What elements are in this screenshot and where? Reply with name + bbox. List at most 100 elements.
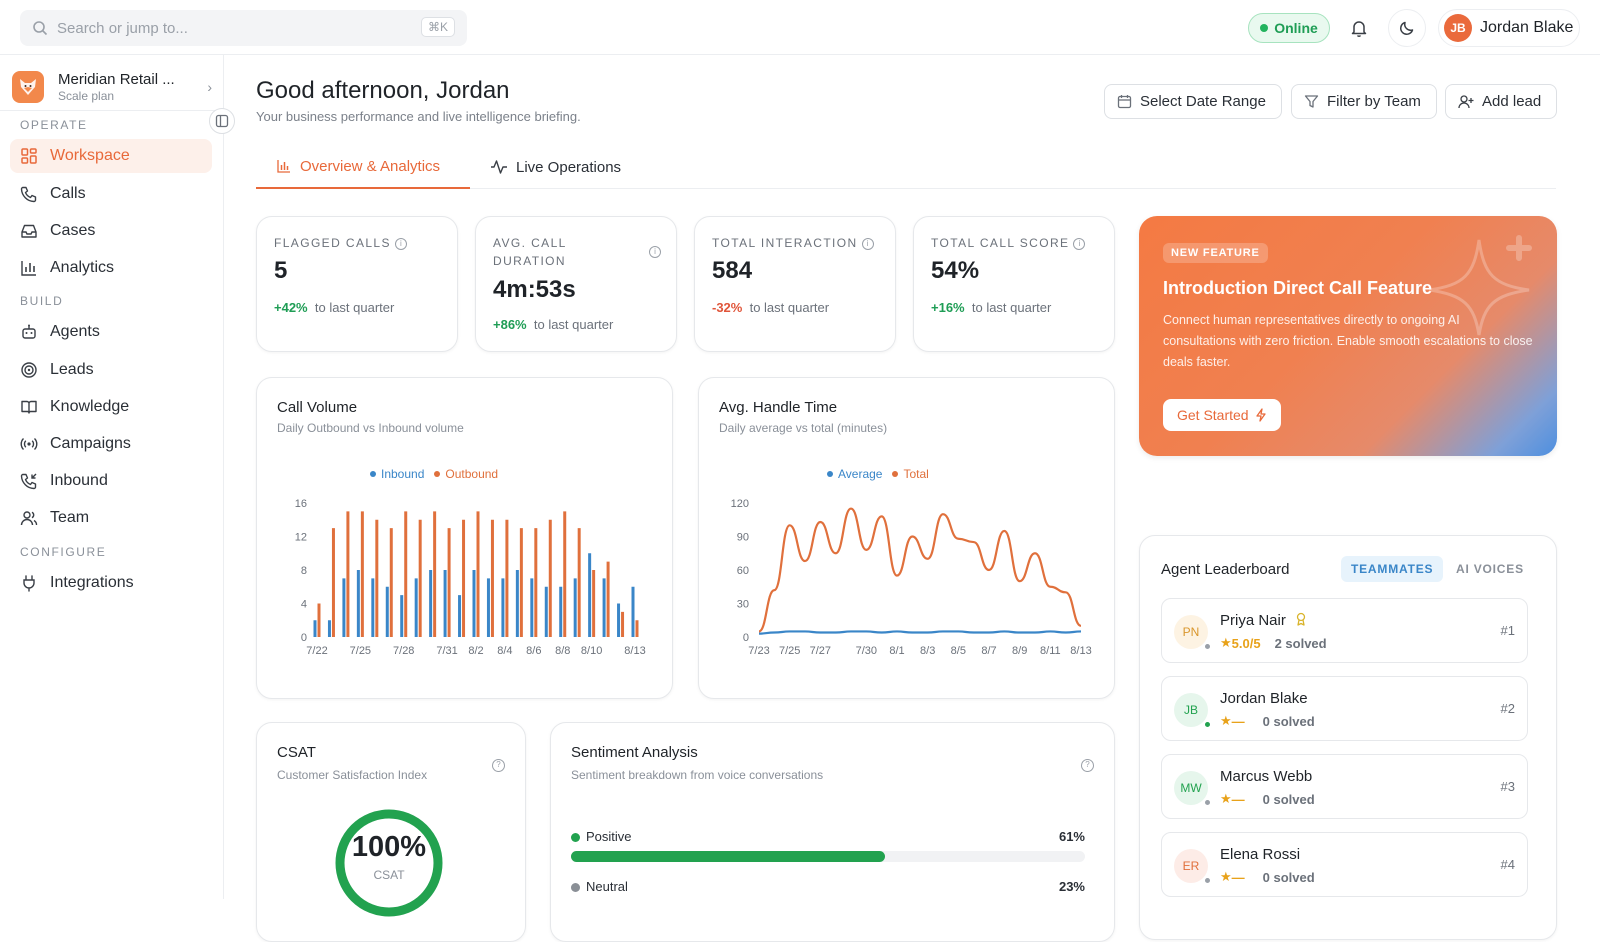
search-icon <box>33 21 48 36</box>
bar-outbound <box>592 570 596 637</box>
bar-outbound <box>447 528 451 637</box>
call-volume-card: Call Volume Daily Outbound vs Inbound vo… <box>256 377 673 699</box>
stat-label: AVG. CALL DURATION <box>493 236 567 268</box>
x-tick-label: 7/27 <box>810 645 831 657</box>
info-icon[interactable]: i <box>861 237 874 250</box>
x-tick-label: 7/22 <box>306 645 327 657</box>
divider <box>0 110 224 111</box>
org-switcher[interactable]: Meridian Retail ... Scale plan › <box>12 67 212 107</box>
x-tick-label: 8/13 <box>624 645 645 657</box>
line-average <box>758 630 1082 635</box>
bar-outbound <box>433 511 437 637</box>
get-started-button[interactable]: Get Started <box>1163 399 1281 431</box>
sidebar-item-leads[interactable]: Leads <box>10 353 212 387</box>
sidebar-item-calls[interactable]: Calls <box>10 177 212 211</box>
bar-outbound <box>331 528 335 637</box>
collapse-sidebar-button[interactable] <box>209 108 235 134</box>
sidebar: Meridian Retail ... Scale plan › OPERATE… <box>0 55 224 899</box>
tab-bar: Overview & Analytics Live Operations <box>256 145 1556 189</box>
x-tick-label: 8/11 <box>1040 645 1061 657</box>
leaderboard-row[interactable]: JB Jordan Blake ★ — 0 solved #2 <box>1161 676 1528 741</box>
agent-name: Priya Nair <box>1220 612 1308 629</box>
sidebar-item-workspace[interactable]: Workspace <box>10 139 212 173</box>
bar-inbound <box>588 553 592 637</box>
star-icon: ★ <box>1220 869 1232 884</box>
info-icon[interactable]: i <box>1073 237 1086 250</box>
stat-card-avg-call-duration: AVG. CALL DURATION i 4m:53s +86% to last… <box>475 216 677 352</box>
notifications-button[interactable] <box>1340 9 1378 47</box>
sidebar-item-integrations[interactable]: Integrations <box>10 566 212 600</box>
delta-text: to last quarter <box>971 300 1052 315</box>
sidebar-item-label: Analytics <box>50 259 115 276</box>
grid-icon <box>21 148 37 164</box>
leaderboard-row[interactable]: ER Elena Rossi ★ — 0 solved #4 <box>1161 832 1528 897</box>
sidebar-item-label: Inbound <box>50 472 108 489</box>
select-date-range-button[interactable]: Select Date Range <box>1104 84 1282 119</box>
x-tick-label: 8/13 <box>1070 645 1091 657</box>
sidebar-item-inbound[interactable]: Inbound <box>10 464 212 498</box>
book-icon <box>21 400 37 414</box>
sidebar-item-label: Campaigns <box>50 435 131 452</box>
x-tick-label: 8/6 <box>526 645 541 657</box>
sentiment-row-neutral: Neutral 23% <box>571 879 1085 894</box>
tab-teammates[interactable]: TEAMMATES <box>1341 556 1444 582</box>
bar-outbound <box>505 519 509 637</box>
leaderboard-row[interactable]: PN Priya Nair ★ 5.0/5 2 solved #1 <box>1161 598 1528 663</box>
help-icon[interactable]: ? <box>492 759 505 772</box>
sparkle-icon <box>1429 235 1532 336</box>
sentiment-pct: 23% <box>1058 879 1085 894</box>
avatar: PN <box>1174 615 1208 649</box>
fox-logo-icon <box>12 71 44 103</box>
star-icon: ★ <box>1220 713 1232 728</box>
info-icon[interactable]: i <box>394 237 407 250</box>
tab-ai-voices[interactable]: AI VOICES <box>1456 562 1524 576</box>
avatar: ER <box>1174 849 1208 883</box>
delta-value: +42% <box>274 300 308 315</box>
date-range-label: Select Date Range <box>1140 93 1266 110</box>
sidebar-item-analytics[interactable]: Analytics <box>10 251 212 285</box>
bar-inbound <box>385 586 389 637</box>
sidebar-item-campaigns[interactable]: Campaigns <box>10 427 212 461</box>
filter-by-team-button[interactable]: Filter by Team <box>1291 84 1437 119</box>
y-tick-label: 4 <box>301 599 307 611</box>
tab-overview-analytics[interactable]: Overview & Analytics <box>256 145 470 189</box>
theme-toggle-button[interactable] <box>1388 9 1426 47</box>
bar-outbound <box>418 519 422 637</box>
sidebar-item-knowledge[interactable]: Knowledge <box>10 390 212 424</box>
stat-card-total-interaction: TOTAL INTERACTION i 584 -32% to last quar… <box>694 216 896 352</box>
help-icon[interactable]: ? <box>1081 759 1094 772</box>
legend-item-outbound: Outbound <box>434 467 498 481</box>
sidebar-item-cases[interactable]: Cases <box>10 214 212 248</box>
org-plan: Scale plan <box>58 89 115 103</box>
legend-item-inbound: Inbound <box>370 467 424 481</box>
sidebar-item-team[interactable]: Team <box>10 501 212 535</box>
x-tick-label: 8/4 <box>497 645 512 657</box>
avg-handle-time-chart: 0 30 60 90 120 7/23 7/25 7/27 7/30 8/1 8/3 8/5 8/7 8/… <box>731 498 1092 657</box>
bar-inbound <box>631 586 635 637</box>
bar-inbound <box>515 570 519 637</box>
leaderboard-row[interactable]: MW Marcus Webb ★ — 0 solved #3 <box>1161 754 1528 819</box>
info-icon[interactable]: i <box>649 246 661 258</box>
promo-title: Introduction Direct Call Feature <box>1163 278 1433 298</box>
x-tick-label: 8/10 <box>581 645 602 657</box>
bar-chart-icon <box>21 261 36 276</box>
delta-value: -32% <box>712 300 743 315</box>
search-input[interactable]: Search or jump to... ⌘K <box>20 10 467 46</box>
agent-solved: 0 solved <box>1262 713 1315 729</box>
bar-outbound <box>563 511 567 637</box>
promo-text: Connect human representatives directly t… <box>1163 313 1533 369</box>
tab-live-operations[interactable]: Live Operations <box>470 145 641 189</box>
stat-delta: -32% to last quarter <box>712 300 829 315</box>
presence-dot <box>1204 721 1211 728</box>
user-menu[interactable]: JB Jordan Blake <box>1438 9 1580 47</box>
csat-value: 100% <box>351 831 427 863</box>
agent-rating: — <box>1231 713 1245 729</box>
line-total <box>758 507 1082 633</box>
add-lead-button[interactable]: Add lead <box>1445 84 1557 119</box>
sidebar-item-label: Integrations <box>50 574 134 591</box>
bar-inbound <box>602 578 606 637</box>
agent-rank: #4 <box>1500 857 1515 872</box>
sidebar-item-agents[interactable]: Agents <box>10 315 212 349</box>
x-tick-label: 8/8 <box>555 645 570 657</box>
search-shortcut: ⌘K <box>420 17 455 37</box>
